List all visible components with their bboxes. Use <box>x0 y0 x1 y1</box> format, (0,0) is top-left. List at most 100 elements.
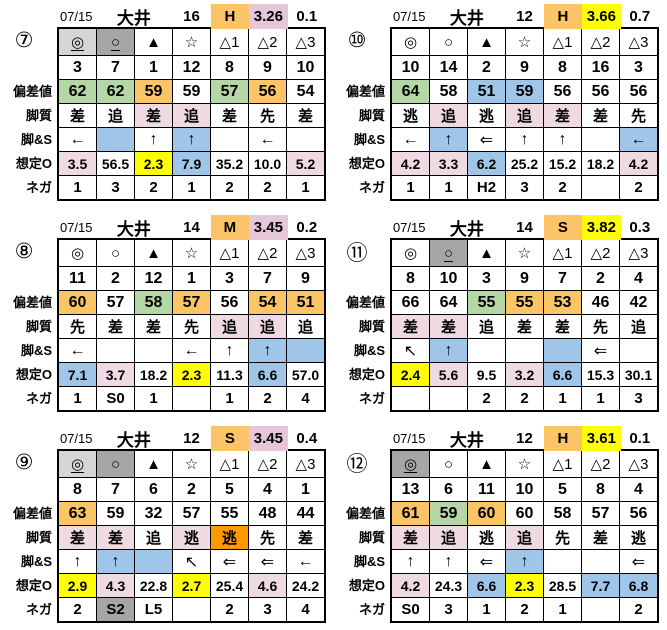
leg-arrow-cell <box>97 128 134 151</box>
running-style-cell: 先 <box>544 526 581 549</box>
leg-arrow-cell: ↑ <box>544 128 581 151</box>
running-style-cell: 差 <box>506 315 543 338</box>
leg-arrow-cell: ← <box>59 339 96 362</box>
expected-odds-cell: 9.5 <box>468 363 505 386</box>
row-labels-column: ⑩ 偏差値 脚質 脚&S 想定O ネガ <box>334 4 390 201</box>
mark-cell: ◎ <box>392 240 429 266</box>
horse-number-cell: 10 <box>287 56 324 79</box>
leg-arrow-cell <box>468 339 505 362</box>
deviation-cell: 59 <box>506 80 543 103</box>
horse-number-cell: 8 <box>544 56 581 79</box>
field-size: 16 <box>183 8 200 25</box>
mark-cell: △2 <box>249 451 286 477</box>
horse-number-cell: 8 <box>392 267 429 290</box>
nega-cell: L5 <box>135 598 172 621</box>
leg-arrow-cell <box>287 339 324 362</box>
nega-cell <box>173 387 210 410</box>
row-label-nega: ネガ <box>358 179 385 195</box>
row-label-legs: 脚&S <box>20 342 52 358</box>
horse-number-cell: 1 <box>287 478 324 501</box>
deviation-cell: 51 <box>287 291 324 314</box>
deviation-cell: 56 <box>620 502 657 525</box>
nega-cell: 2 <box>249 176 286 199</box>
venue-name: 大井 <box>449 9 484 28</box>
race-header: 07/15 大井 14 S 3.82 0.3 <box>390 215 659 240</box>
running-style-cell: 差 <box>59 104 96 127</box>
race-header: 07/15 大井 12 S 3.45 0.4 <box>57 426 326 451</box>
race-table-area: 07/15 大井 12 H 3.66 0.7 ◎ ○ ▲ ☆ △1 △2 △3 10 14 2 9 8… <box>390 4 659 201</box>
horse-number-cell: 5 <box>211 478 248 501</box>
expected-odds-cell: 2.3 <box>506 574 543 597</box>
running-style-cell: 差 <box>430 315 467 338</box>
expected-odds-cell: 24.2 <box>287 574 324 597</box>
expected-odds-cell: 15.2 <box>544 152 581 175</box>
deviation-cell: 64 <box>392 80 429 103</box>
mark-cell: ◎ <box>59 451 96 477</box>
leg-arrow-cell <box>544 339 581 362</box>
horse-number-cell: 9 <box>506 267 543 290</box>
nega-cell: 3 <box>506 176 543 199</box>
mark-cell: ○ <box>97 451 134 477</box>
mark-cell: △1 <box>211 29 248 55</box>
running-style-cell: 逃 <box>468 526 505 549</box>
race-date: 07/15 <box>392 9 426 24</box>
horse-number-cell: 7 <box>97 56 134 79</box>
running-style-cell: 追 <box>211 315 248 338</box>
race-header: 07/15 大井 16 H 3.26 0.1 <box>57 4 326 29</box>
running-style-cell: 先 <box>249 526 286 549</box>
running-style-cell: 追 <box>506 526 543 549</box>
deviation-cell: 60 <box>506 502 543 525</box>
running-style-cell: 差 <box>392 315 429 338</box>
row-label-nega: ネガ <box>25 601 52 617</box>
leg-arrow-cell: ↑ <box>430 339 467 362</box>
row-label-style: 脚質 <box>25 318 52 334</box>
mark-cell: ○ <box>97 240 134 266</box>
expected-odds-cell: 18.2 <box>135 363 172 386</box>
mark-cell: ▲ <box>135 240 172 266</box>
expected-odds-cell: 22.8 <box>135 574 172 597</box>
deviation-cell: 42 <box>620 291 657 314</box>
mark-cell: △1 <box>211 240 248 266</box>
nega-cell: 3 <box>249 598 286 621</box>
running-style-cell: 先 <box>59 315 96 338</box>
nega-cell: 1 <box>582 387 619 410</box>
expected-odds-cell: 4.2 <box>620 152 657 175</box>
deviation-cell: 59 <box>430 502 467 525</box>
mark-cell: △3 <box>287 29 324 55</box>
expected-odds-cell: 35.2 <box>211 152 248 175</box>
expected-odds-cell: 56.5 <box>97 152 134 175</box>
expected-odds-cell: 2.9 <box>59 574 96 597</box>
horse-number-cell: 8 <box>582 478 619 501</box>
race-table-area: 07/15 大井 12 S 3.45 0.4 ◎ ○ ▲ ☆ △1 △2 △3 8 7 6 2 5 4 1… <box>57 426 326 623</box>
leg-arrow-cell: ← <box>620 128 657 151</box>
row-labels-column: ⑧ 偏差値 脚質 脚&S 想定O ネガ <box>1 215 57 412</box>
data-table: ◎ ○ ▲ ☆ △1 △2 △3 3 7 1 12 8 9 10 62 62 59 59 57 56 54 差追差追差先差… <box>57 27 326 201</box>
deviation-cell: 58 <box>430 80 467 103</box>
deviation-cell: 56 <box>620 80 657 103</box>
expected-odds-cell: 57.0 <box>287 363 324 386</box>
nega-cell: 2 <box>211 598 248 621</box>
running-style-cell: 追 <box>173 104 210 127</box>
deviation-cell: 59 <box>135 80 172 103</box>
row-label-legs: 脚&S <box>353 131 385 147</box>
expected-odds-cell: 11.3 <box>211 363 248 386</box>
mark-cell: △3 <box>287 451 324 477</box>
running-style-cell: 差 <box>287 526 324 549</box>
leg-arrow-cell <box>582 550 619 573</box>
data-table: ◎ ○ ▲ ☆ △1 △2 △3 10 14 2 9 8 16 3 64 58 51 59 56 56 56 逃追逃追差差… <box>390 27 659 201</box>
race-table-area: 07/15 大井 16 H 3.26 0.1 ◎ ○ ▲ ☆ △1 △2 △3 3 7 1 12 8 9… <box>57 4 326 201</box>
nega-cell: 2 <box>620 598 657 621</box>
expected-odds-cell: 2.3 <box>135 152 172 175</box>
horse-number-cell: 16 <box>582 56 619 79</box>
expected-odds-cell: 2.3 <box>173 363 210 386</box>
leg-arrow-cell <box>506 339 543 362</box>
mark-cell: ◎ <box>392 451 429 477</box>
race-table-area: 07/15 大井 14 S 3.82 0.3 ◎ ○ ▲ ☆ △1 △2 △3 8 10 3 9 7 2… <box>390 215 659 412</box>
deviation-cell: 44 <box>287 502 324 525</box>
horse-number-cell: 3 <box>468 267 505 290</box>
field-size: 14 <box>516 219 533 236</box>
nega-cell: S2 <box>97 598 134 621</box>
running-style-cell: 先 <box>620 104 657 127</box>
mark-cell: ☆ <box>506 29 543 55</box>
row-label-odds: 想定O <box>348 155 385 171</box>
